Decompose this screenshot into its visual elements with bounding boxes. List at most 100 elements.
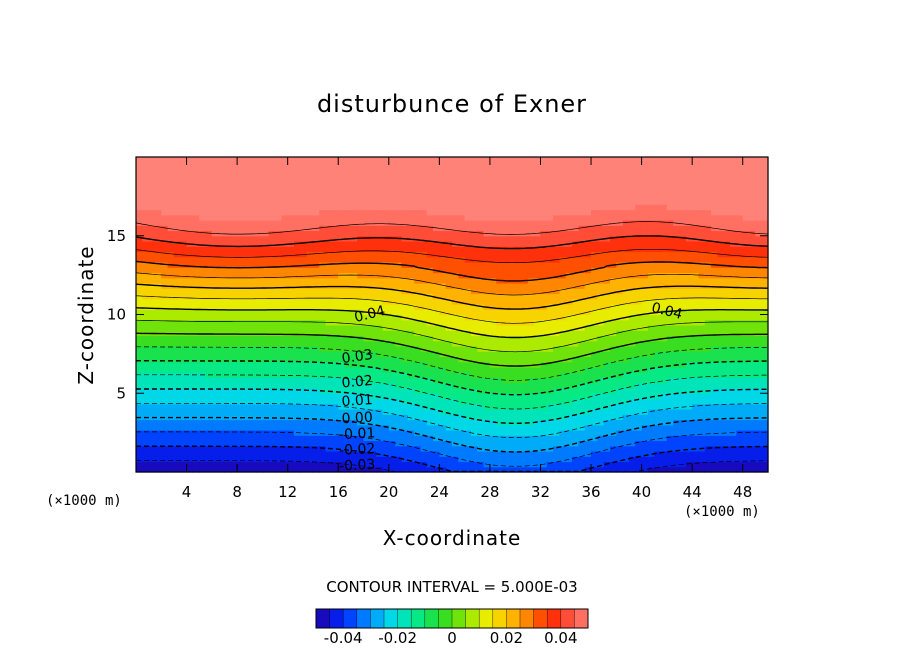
- field-cell: [300, 398, 308, 405]
- field-cell: [338, 241, 346, 247]
- field-cell: [508, 435, 516, 442]
- field-cell: [610, 246, 617, 253]
- field-cell: [344, 188, 352, 195]
- field-cell: [540, 456, 548, 463]
- field-cell: [199, 162, 207, 169]
- field-cell: [578, 351, 586, 358]
- field-cell: [407, 435, 415, 442]
- field-cell: [218, 167, 226, 174]
- field-cell: [331, 314, 339, 321]
- field-cell: [603, 424, 611, 431]
- field-cell: [243, 435, 251, 442]
- field-cell: [572, 230, 579, 237]
- field-cell: [572, 272, 579, 279]
- field-cell: [407, 162, 415, 169]
- field-cell: [224, 424, 232, 431]
- field-cell: [597, 424, 605, 431]
- field-cell: [502, 456, 510, 463]
- field-cell: [319, 178, 327, 184]
- field-cell: [458, 183, 466, 190]
- field-cell: [325, 167, 333, 174]
- field-cell: [218, 293, 226, 300]
- field-cell: [483, 204, 491, 211]
- field-cell: [154, 461, 162, 468]
- field-cell: [597, 466, 605, 473]
- field-cell: [237, 209, 245, 216]
- field-cell: [458, 388, 466, 394]
- field-cell: [433, 304, 440, 310]
- field-cell: [565, 456, 573, 463]
- field-cell: [477, 199, 485, 205]
- field-cell: [496, 304, 504, 310]
- field-cell: [154, 193, 162, 200]
- field-cell: [180, 172, 188, 179]
- field-cell: [502, 157, 510, 163]
- field-cell: [312, 414, 320, 421]
- field-cell: [136, 256, 143, 263]
- field-cell: [603, 262, 611, 268]
- field-cell: [489, 382, 497, 389]
- field-cell: [641, 361, 649, 368]
- field-cell: [312, 314, 320, 321]
- field-cell: [546, 314, 554, 321]
- field-cell: [622, 277, 630, 284]
- field-cell: [180, 319, 188, 326]
- field-cell: [136, 466, 143, 473]
- field-cell: [262, 162, 270, 169]
- field-cell: [489, 403, 497, 410]
- field-cell: [338, 466, 346, 473]
- field-cell: [148, 230, 156, 237]
- field-cell: [142, 435, 150, 442]
- field-cell: [136, 314, 143, 321]
- field-cell: [527, 172, 535, 179]
- field-cell: [439, 241, 447, 247]
- field-cell: [180, 209, 188, 216]
- field-cell: [376, 346, 384, 352]
- field-cell: [268, 330, 276, 337]
- field-cell: [654, 445, 662, 452]
- field-cell: [622, 351, 630, 358]
- field-cell: [262, 330, 270, 337]
- field-cell: [426, 220, 434, 226]
- field-cell: [249, 351, 257, 358]
- field-cell: [237, 335, 245, 342]
- field-cell: [591, 393, 598, 400]
- field-cell: [414, 325, 421, 331]
- field-cell: [338, 267, 346, 274]
- field-cell: [312, 204, 320, 211]
- field-cell: [458, 398, 466, 405]
- field-cell: [376, 262, 384, 268]
- field-cell: [540, 251, 548, 258]
- field-cell: [249, 199, 257, 205]
- field-cell: [148, 172, 156, 179]
- field-cell: [534, 293, 542, 300]
- field-cell: [312, 209, 320, 216]
- field-cell: [357, 199, 365, 205]
- field-cell: [262, 325, 270, 331]
- field-cell: [584, 466, 592, 473]
- field-cell: [641, 340, 649, 347]
- field-cell: [376, 162, 384, 169]
- field-cell: [331, 393, 339, 400]
- field-cell: [439, 267, 447, 274]
- field-cell: [445, 461, 453, 468]
- field-cell: [584, 461, 592, 468]
- field-cell: [635, 178, 643, 184]
- field-cell: [211, 178, 219, 184]
- field-cell: [325, 262, 333, 268]
- field-cell: [559, 267, 567, 274]
- field-cell: [603, 178, 611, 184]
- field-cell: [357, 377, 365, 384]
- field-cell: [237, 167, 245, 174]
- field-cell: [470, 445, 478, 452]
- field-cell: [559, 325, 567, 331]
- field-cell: [401, 293, 409, 300]
- field-cell: [154, 246, 162, 253]
- field-cell: [458, 340, 466, 347]
- field-cell: [420, 414, 428, 421]
- field-cell: [597, 372, 605, 379]
- field-cell: [331, 445, 339, 452]
- field-cell: [344, 325, 352, 331]
- field-cell: [502, 272, 510, 279]
- field-cell: [211, 461, 219, 468]
